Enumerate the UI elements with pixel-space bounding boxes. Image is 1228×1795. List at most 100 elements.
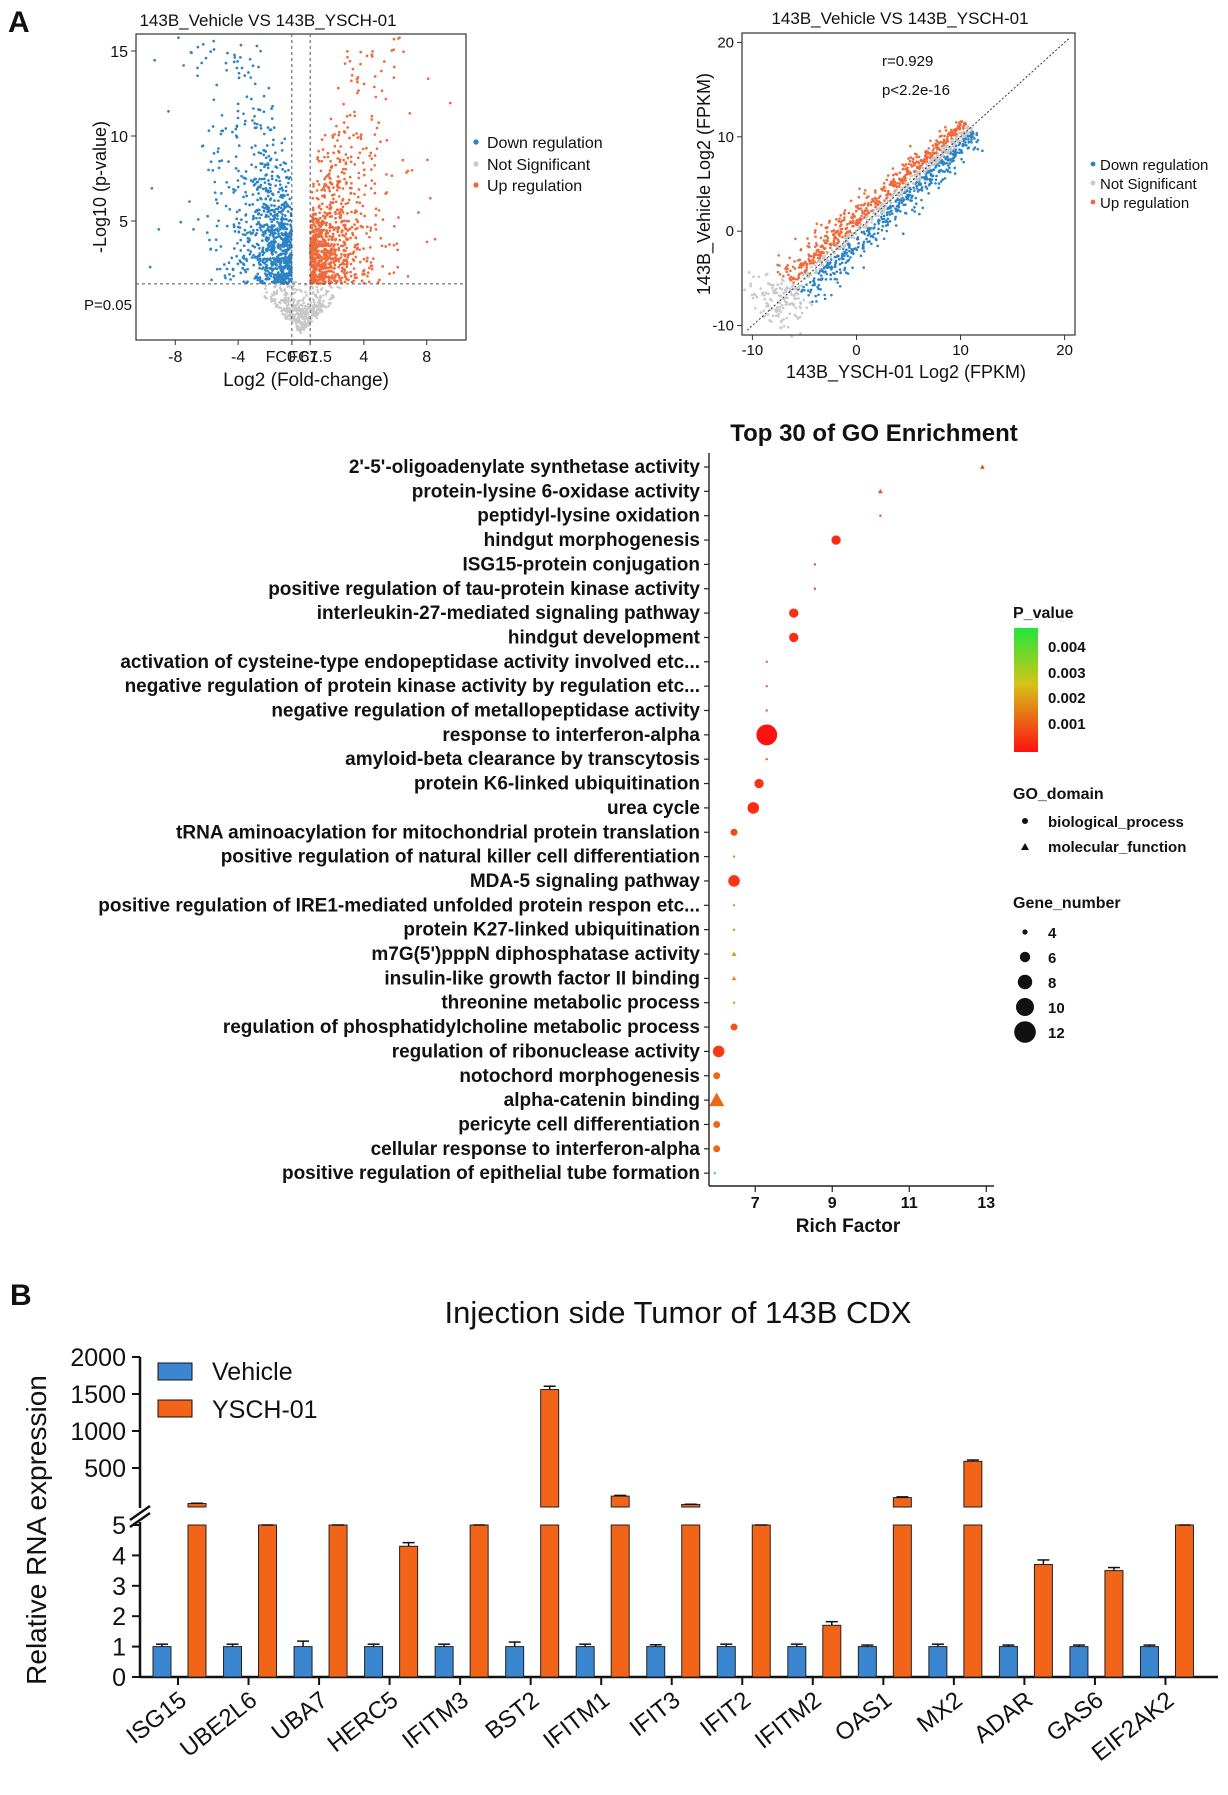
volcano-point-down xyxy=(240,218,243,222)
scatter-point-down xyxy=(812,279,816,283)
scatter-point-up xyxy=(782,274,785,278)
volcano-point-up xyxy=(358,201,362,205)
volcano-point-up xyxy=(343,62,347,65)
scatter-point-up xyxy=(865,212,869,215)
scatter-point-up xyxy=(814,235,817,239)
volcano-point-down xyxy=(248,203,251,207)
scatter-point-down xyxy=(851,266,854,270)
volcano-point-down xyxy=(278,179,282,183)
bar-ysch xyxy=(399,1545,419,1678)
scatter-title: 143B_Vehicle VS 143B_YSCH-01 xyxy=(771,9,1028,28)
volcano-point-up xyxy=(362,247,365,251)
scatter-point-down xyxy=(827,266,831,269)
scatter-point-down xyxy=(843,250,846,254)
gene-size-10-marker xyxy=(1016,998,1034,1016)
scatter-point-down xyxy=(909,188,912,191)
volcano-point-up xyxy=(355,218,358,221)
scatter-point-ns xyxy=(763,294,766,297)
scatter-point-down xyxy=(941,178,945,181)
scatter-point-ns xyxy=(780,304,784,307)
volcano-point-ns xyxy=(279,287,283,291)
scatter-point-up xyxy=(940,134,943,138)
scatter-point-ns xyxy=(780,319,783,322)
volcano-point-ns xyxy=(300,313,303,317)
scatter-point-ns xyxy=(859,223,862,227)
scatter-point-up xyxy=(882,182,886,185)
go-point xyxy=(765,709,768,712)
volcano-point-up xyxy=(337,130,341,134)
scatter-point-down xyxy=(835,270,839,273)
scatter-point-ns xyxy=(796,292,800,296)
scatter-point-down xyxy=(964,141,967,144)
volcano-point-up xyxy=(354,255,358,259)
volcano-point-ns xyxy=(305,294,308,297)
volcano-point-ns xyxy=(303,320,307,323)
volcano-point-down xyxy=(270,220,274,224)
volcano-point-down xyxy=(272,267,275,271)
volcano-point-up xyxy=(351,231,354,235)
volcano-point-up xyxy=(315,255,319,259)
volcano-point-ns xyxy=(300,290,303,293)
volcano-point-up xyxy=(345,237,348,240)
scatter-point-ns xyxy=(964,134,967,138)
scatter-point-down xyxy=(862,240,866,244)
scatter-point-ns xyxy=(796,317,800,320)
volcano-point-down xyxy=(254,165,258,169)
volcano-point-down xyxy=(265,163,269,167)
pvalue-legend: P_value 0.004 0.003 0.002 0.001 xyxy=(1013,605,1086,752)
volcano-point-ns xyxy=(317,298,321,302)
volcano-point-up xyxy=(328,222,332,226)
volcano-point-up xyxy=(323,243,326,247)
volcano-point-up xyxy=(312,184,315,188)
volcano-point-up xyxy=(346,255,350,259)
volcano-point-down xyxy=(281,213,284,216)
scatter-point-ns xyxy=(759,287,762,290)
volcano-point-down xyxy=(237,76,241,80)
scatter-point-down xyxy=(901,196,904,200)
volcano-point-down xyxy=(215,201,219,205)
volcano-point-down xyxy=(268,128,272,132)
volcano-point-up xyxy=(325,213,329,217)
volcano-point-down xyxy=(282,237,286,241)
volcano-point-ns xyxy=(288,285,292,288)
scatter-point-up xyxy=(902,175,906,179)
volcano-point-up xyxy=(342,271,346,275)
volcano-point-up xyxy=(339,216,342,219)
volcano-point-down xyxy=(256,278,260,282)
volcano-point-up xyxy=(353,192,356,196)
volcano-point-up xyxy=(313,243,317,247)
volcano-point-up xyxy=(340,253,343,256)
volcano-point-ns xyxy=(308,317,312,321)
volcano-point-up xyxy=(318,235,322,239)
scatter-point-down xyxy=(882,214,886,218)
scatter-point-up xyxy=(960,120,964,124)
volcano-point-down xyxy=(244,170,248,173)
volcano-point-down xyxy=(260,213,263,217)
scatter-point-ns xyxy=(842,246,846,249)
volcano-point-down xyxy=(250,146,254,150)
scatter-xtick-label: -10 xyxy=(742,342,764,359)
volcano-point-ns xyxy=(291,292,295,295)
volcano-point-down xyxy=(284,185,288,189)
scatter-point-down xyxy=(960,157,963,161)
go-point xyxy=(765,758,768,761)
volcano-point-down xyxy=(259,263,263,267)
volcano-point-up xyxy=(336,272,339,276)
scatter-point-up xyxy=(881,187,884,191)
bar-ysch xyxy=(540,1524,560,1678)
go-point xyxy=(789,632,799,643)
scatter-point-up xyxy=(946,140,949,143)
scatter-point-ns xyxy=(895,188,898,191)
scatter-point-ns xyxy=(792,287,795,291)
scatter-point-down xyxy=(948,166,951,170)
scatter-point-ns xyxy=(881,202,884,205)
scatter-point-up xyxy=(855,218,859,222)
volcano-point-up xyxy=(379,140,382,144)
scatter-ytick-label: 20 xyxy=(717,34,734,51)
scatter-point-down xyxy=(834,259,838,263)
scatter-point-ns xyxy=(866,214,870,218)
go-term-label: negative regulation of protein kinase ac… xyxy=(125,676,700,697)
scatter-point-ns xyxy=(967,131,970,135)
volcano-point-down xyxy=(271,256,275,260)
volcano-point-up xyxy=(313,270,317,274)
